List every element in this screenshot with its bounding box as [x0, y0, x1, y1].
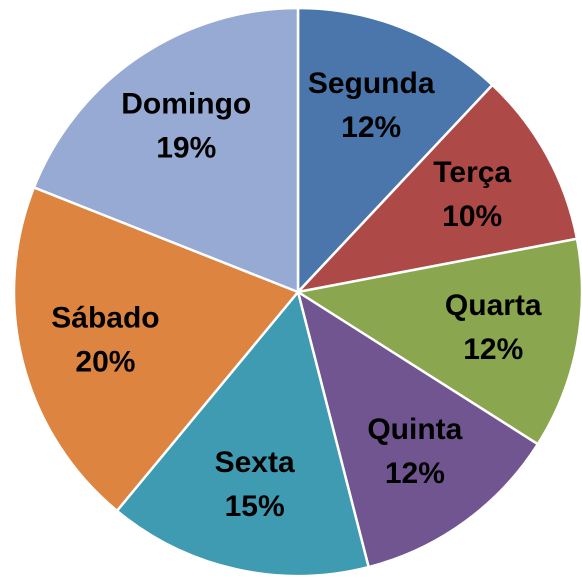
slice-value-label: 10% — [442, 200, 502, 233]
slice-value-label: 12% — [463, 333, 523, 366]
pie-slice — [12, 185, 301, 513]
slice-label: Quinta — [367, 413, 462, 446]
slice-value-label: 12% — [385, 457, 445, 490]
slice-label: Sábado — [51, 301, 159, 334]
slice-label: Sexta — [215, 446, 295, 479]
slice-value-label: 15% — [225, 490, 285, 523]
slice-label: Segunda — [308, 67, 435, 100]
slice-value-label: 19% — [156, 131, 216, 164]
slice-label: Domingo — [121, 87, 251, 120]
slice-value-label: 12% — [341, 111, 401, 144]
slice-label: Quarta — [445, 289, 542, 322]
slice-label: Terça — [433, 156, 511, 189]
pie-slice — [296, 289, 540, 569]
pie-slice — [32, 6, 300, 294]
pie-slice — [294, 237, 582, 446]
pie-slice — [296, 6, 495, 296]
slice-value-label: 20% — [75, 345, 135, 378]
pie-slice — [294, 83, 579, 294]
pie-slice — [115, 289, 371, 578]
